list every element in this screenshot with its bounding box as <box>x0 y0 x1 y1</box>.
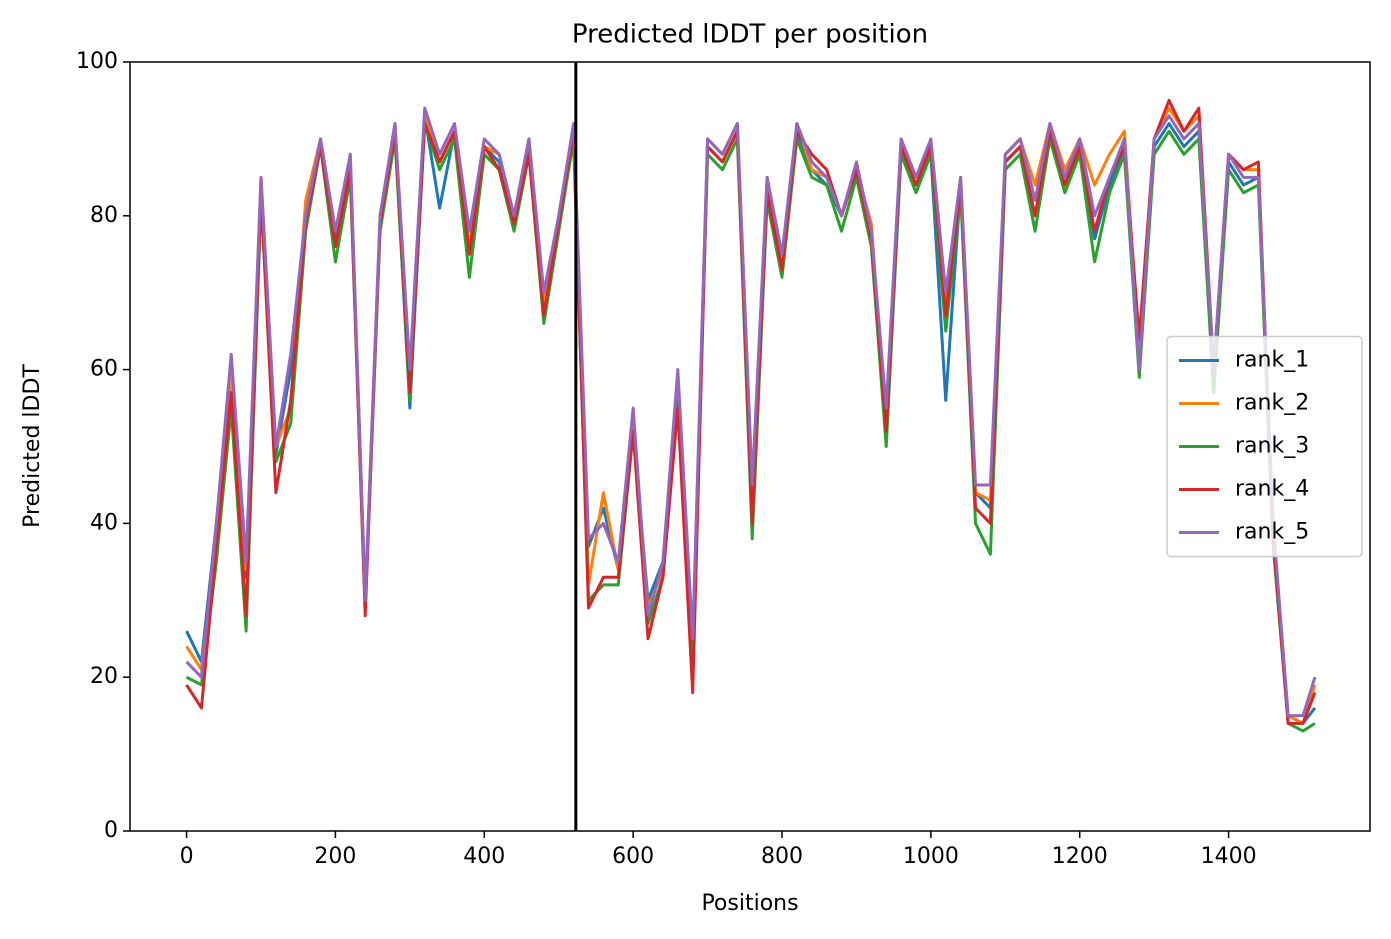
x-tick-label: 1000 <box>903 844 959 869</box>
x-axis-label: Positions <box>701 891 798 916</box>
y-tick-label: 80 <box>90 203 118 228</box>
legend-label: rank_4 <box>1235 477 1309 502</box>
legend-label: rank_2 <box>1235 391 1309 416</box>
y-tick-label: 100 <box>76 49 118 74</box>
series-line <box>185 98 1317 725</box>
x-tick-label: 0 <box>180 844 194 869</box>
legend-label: rank_3 <box>1235 434 1309 459</box>
y-tick-label: 40 <box>90 510 118 535</box>
x-tick-label: 1200 <box>1052 844 1108 869</box>
y-tick-label: 60 <box>90 357 118 382</box>
legend-label: rank_5 <box>1235 520 1309 545</box>
x-tick-label: 800 <box>761 844 803 869</box>
series-line <box>185 106 1317 718</box>
y-tick-label: 20 <box>90 664 118 689</box>
x-tick-label: 600 <box>612 844 654 869</box>
x-tick-label: 1400 <box>1201 844 1257 869</box>
legend-box <box>1166 335 1363 558</box>
x-tick-label: 400 <box>463 844 505 869</box>
chart-title: Predicted lDDT per position <box>572 20 928 50</box>
x-tick-label: 200 <box>314 844 356 869</box>
plot-frame <box>129 61 1371 832</box>
legend-label: rank_1 <box>1235 348 1309 373</box>
y-axis-label: Predicted lDDT <box>20 364 45 528</box>
y-tick-label: 0 <box>104 818 118 843</box>
